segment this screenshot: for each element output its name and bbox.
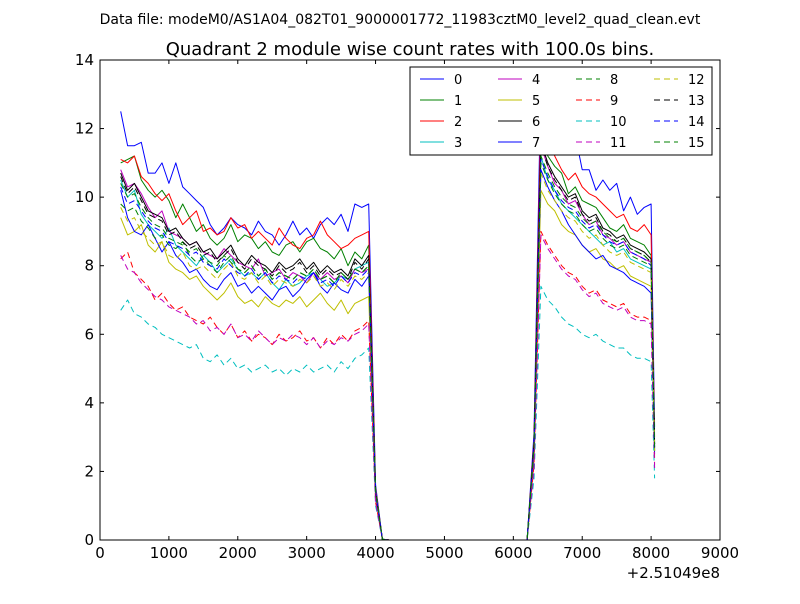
x-tick-label: 3000 xyxy=(288,544,326,562)
legend-label-0: 0 xyxy=(454,73,462,88)
legend-label-1: 1 xyxy=(454,94,462,109)
y-tick-label: 4 xyxy=(84,394,94,412)
y-tick-label: 6 xyxy=(84,325,94,343)
legend-label-13: 13 xyxy=(688,94,705,109)
x-tick-label: 0 xyxy=(95,544,105,562)
chart-title: Quadrant 2 module wise count rates with … xyxy=(166,39,655,60)
series-line-8 xyxy=(120,162,656,541)
series-line-9 xyxy=(120,230,656,541)
x-tick-label: 2000 xyxy=(219,544,257,562)
legend-label-10: 10 xyxy=(610,115,627,130)
x-offset-label: +2.51049e8 xyxy=(627,564,720,582)
legend-label-15: 15 xyxy=(688,136,705,151)
series-line-2 xyxy=(120,114,656,541)
legend-label-6: 6 xyxy=(532,115,540,130)
series-line-3 xyxy=(120,155,656,541)
x-tick-label: 4000 xyxy=(356,544,394,562)
legend-label-7: 7 xyxy=(532,136,540,151)
series-line-10 xyxy=(120,285,656,541)
legend-label-12: 12 xyxy=(688,73,705,88)
series-line-6 xyxy=(120,141,656,541)
legend-box xyxy=(409,66,713,156)
x-tick-label: 8000 xyxy=(632,544,670,562)
data-file-suptitle: Data file: modeM0/AS1A04_082T01_90000017… xyxy=(100,12,701,28)
y-tick-label: 12 xyxy=(75,120,94,138)
x-tick-label: 9000 xyxy=(701,544,739,562)
y-tick-label: 8 xyxy=(84,257,94,275)
legend-label-4: 4 xyxy=(532,73,540,88)
series-line-1 xyxy=(120,131,656,541)
x-tick-label: 7000 xyxy=(563,544,601,562)
legend-label-3: 3 xyxy=(454,136,462,151)
legend-label-14: 14 xyxy=(688,115,705,130)
legend-label-5: 5 xyxy=(532,94,540,109)
x-tick-label: 1000 xyxy=(150,544,188,562)
legend-label-8: 8 xyxy=(610,73,618,88)
plot-frame xyxy=(99,59,721,541)
legend-label-2: 2 xyxy=(454,115,462,130)
series-line-5 xyxy=(120,189,656,541)
series-line-11 xyxy=(120,234,656,541)
series-line-14 xyxy=(120,158,656,541)
y-tick-label: 10 xyxy=(75,188,94,206)
series-line-15 xyxy=(120,155,656,541)
x-tick-label: 6000 xyxy=(494,544,532,562)
y-tick-label: 2 xyxy=(84,462,94,480)
legend-label-9: 9 xyxy=(610,94,618,109)
legend-label-11: 11 xyxy=(610,136,627,151)
series-line-12 xyxy=(120,172,656,541)
x-tick-label: 5000 xyxy=(425,544,463,562)
y-tick-label: 0 xyxy=(84,531,94,549)
axes: 0 1000 2000 3000 4000 5000 6000 7000 8000 9000 0 2 4… xyxy=(75,51,739,562)
y-tick-label: 14 xyxy=(75,51,94,69)
